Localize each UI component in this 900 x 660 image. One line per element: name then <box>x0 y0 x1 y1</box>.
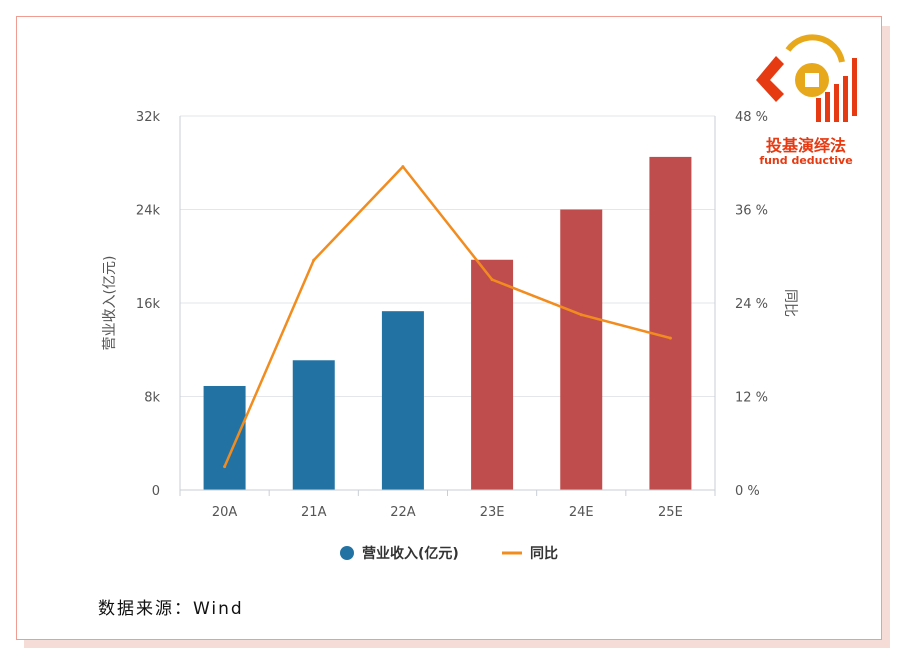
yoy-point-22A <box>401 165 405 169</box>
yoy-point-21A <box>312 258 316 262</box>
left-tick-label: 16k <box>136 297 161 312</box>
bar-20A <box>203 385 246 490</box>
grid-lines <box>180 115 715 397</box>
chart-frame <box>16 16 882 640</box>
bar-25E <box>649 156 692 490</box>
yoy-point-24E <box>579 313 583 317</box>
bar-22A <box>381 311 424 490</box>
bar-series <box>203 156 692 490</box>
left-tick-label: 0 <box>152 484 160 499</box>
left-tick-label: 32k <box>136 110 161 125</box>
bar-23E <box>471 259 514 490</box>
logo-english-text: fund deductive <box>759 154 853 167</box>
right-tick-label: 24 % <box>735 297 768 312</box>
x-tick-label: 24E <box>569 505 594 520</box>
left-axis-ticks: 0 8k 16k 24k 32k <box>136 110 161 499</box>
logo-chinese-text: 投基演绎法 <box>765 136 846 155</box>
right-axis-ticks: 0 % 12 % 24 % 36 % 48 % <box>735 110 768 499</box>
x-tick-label: 22A <box>390 505 416 520</box>
x-tick-label: 20A <box>212 505 238 520</box>
data-source-note: 数据来源：Wind <box>98 599 244 619</box>
legend-bar-label[interactable]: 营业收入(亿元) <box>362 545 459 562</box>
yoy-point-20A <box>223 465 227 469</box>
legend-line-label[interactable]: 同比 <box>530 545 558 562</box>
bar-21A <box>292 360 335 490</box>
bar-24E <box>560 209 603 490</box>
yoy-line <box>223 165 671 468</box>
x-axis-ticks: 20A 21A 22A 23E 24E 25E <box>212 505 683 520</box>
line-series <box>223 165 672 469</box>
coin-eye-icon <box>756 34 857 122</box>
left-tick-label: 24k <box>136 204 161 219</box>
left-axis-title: 营业收入(亿元) <box>102 256 118 351</box>
right-tick-label: 0 % <box>735 484 760 499</box>
axes <box>179 116 716 496</box>
yoy-point-25E <box>668 336 672 340</box>
left-tick-label: 8k <box>144 391 160 406</box>
legend-bar-marker <box>340 546 354 560</box>
yoy-point-23E <box>490 278 494 282</box>
legend[interactable]: 营业收入(亿元) 同比 <box>340 545 558 562</box>
x-tick-label: 21A <box>301 505 327 520</box>
right-axis-title: 同比 <box>782 289 798 317</box>
right-tick-label: 36 % <box>735 204 768 219</box>
brand-logo: 投基演绎法 fund deductive <box>750 32 862 172</box>
right-tick-label: 48 % <box>735 110 768 125</box>
right-tick-label: 12 % <box>735 391 768 406</box>
x-tick-label: 23E <box>480 505 505 520</box>
x-tick-label: 25E <box>658 505 683 520</box>
